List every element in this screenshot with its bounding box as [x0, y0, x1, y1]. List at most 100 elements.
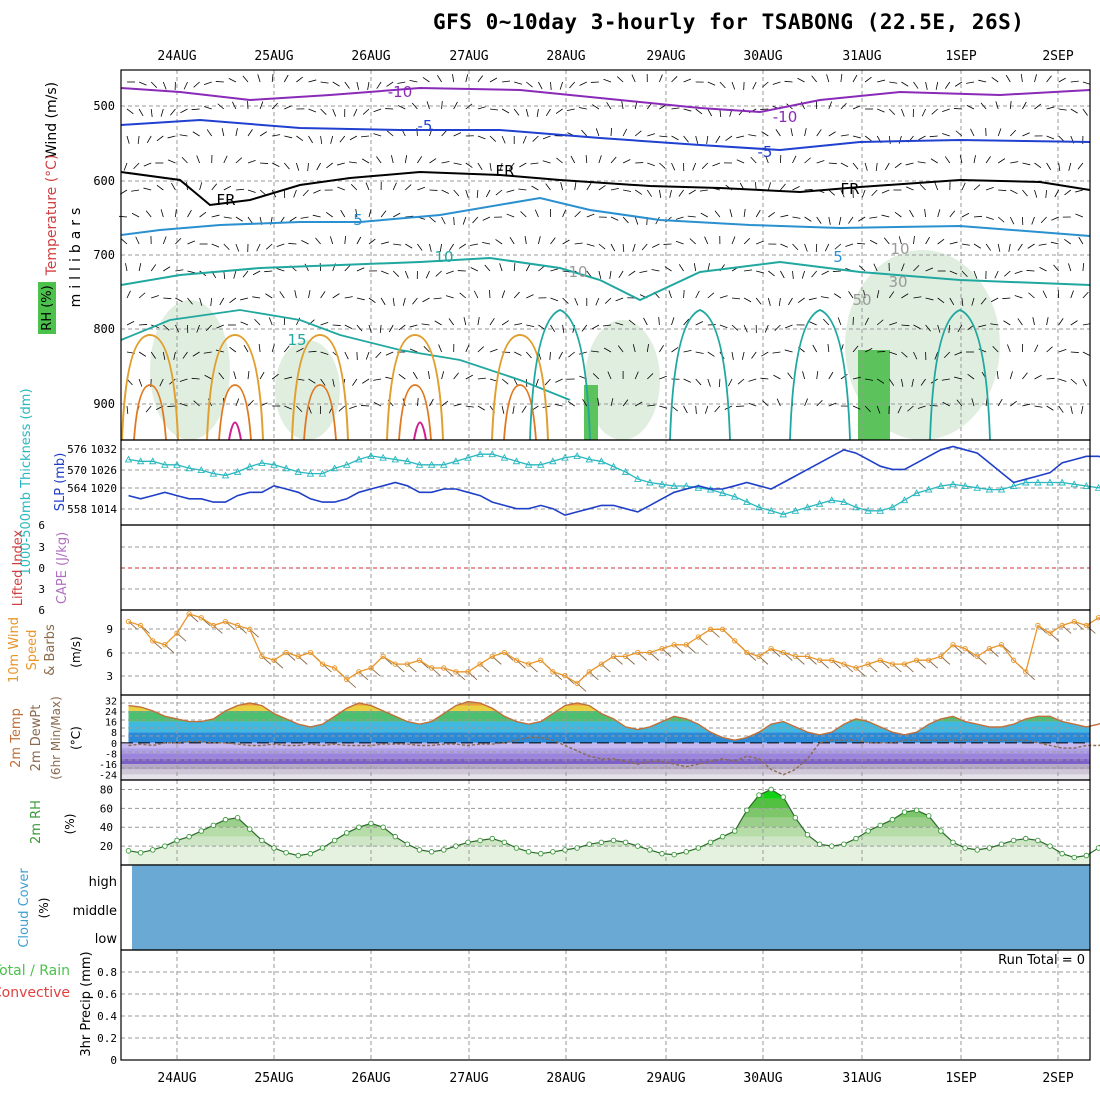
ylabel-2m-dewpt: 2m DewPt — [29, 705, 44, 772]
cool-contour — [529, 309, 591, 441]
thickness-marker — [342, 460, 351, 468]
wind-barb — [514, 81, 523, 85]
wind-barb — [569, 81, 576, 89]
wind-barb — [780, 243, 788, 248]
warm-band — [128, 721, 1090, 733]
wind-barb — [918, 135, 926, 141]
thickness-marker — [609, 462, 618, 470]
wind-barb — [538, 81, 543, 90]
wind-barb — [554, 403, 563, 407]
wind-barb — [392, 182, 397, 191]
cold-band — [121, 748, 1090, 754]
wind-barb — [837, 317, 842, 326]
wind-barb — [913, 351, 918, 360]
wind-barb — [610, 187, 619, 191]
wind-barb — [362, 108, 370, 115]
wind-barb — [907, 405, 914, 412]
wind-barb — [336, 162, 345, 166]
wind-barb — [1046, 346, 1053, 353]
rh2m-point — [695, 845, 702, 851]
wind-barb — [175, 209, 177, 218]
wind-barb — [731, 297, 740, 300]
wind-barb — [446, 270, 454, 275]
rh2m-point — [1010, 837, 1017, 844]
wind-barb — [388, 324, 394, 333]
wind-barb — [1046, 377, 1055, 380]
temp-tick: 24 — [105, 707, 117, 718]
wind-barb — [469, 243, 478, 246]
wind-barb — [126, 405, 129, 414]
wind-barb — [453, 403, 462, 407]
wind-barb — [997, 398, 1003, 407]
wind-barb — [595, 297, 600, 306]
wind-barb — [187, 270, 196, 274]
wind-barb — [715, 135, 721, 144]
wind-barb — [921, 108, 926, 117]
wind-barb — [429, 398, 434, 407]
wind-barb — [909, 209, 914, 218]
wind-barb — [1075, 189, 1084, 193]
wind-barb — [701, 162, 709, 169]
rh2m-point — [538, 850, 544, 857]
cool-contour — [669, 309, 731, 441]
wind-barb — [316, 162, 321, 171]
wind-barb — [183, 81, 188, 90]
wind-barb — [417, 398, 419, 407]
wind-barb — [180, 108, 188, 114]
wind-barb — [894, 211, 902, 218]
wind-barb — [651, 269, 660, 272]
rh2m-point — [756, 792, 762, 798]
wind-barb — [647, 404, 656, 407]
wind-barb — [775, 129, 781, 137]
wind-barb — [937, 297, 945, 304]
wind10m-point — [489, 653, 495, 660]
wind-barb — [901, 293, 909, 299]
wind-barb — [380, 297, 386, 306]
wind-barb — [453, 216, 455, 226]
wind-barb — [525, 108, 529, 117]
wind-barb — [961, 297, 964, 306]
date-label-top: 29AUG — [646, 49, 685, 64]
wind-barb — [621, 101, 624, 110]
wind-barb — [1046, 317, 1049, 326]
wind-barb — [271, 373, 279, 380]
wind-barb — [990, 297, 999, 303]
wind-barb — [417, 156, 423, 164]
thickness-marker — [549, 457, 557, 465]
wind-barb — [301, 240, 309, 245]
rh-shade — [150, 300, 230, 440]
thickness-marker — [270, 460, 278, 468]
wind10m-point — [865, 661, 871, 667]
wind-barb — [683, 108, 692, 112]
wind-barb — [828, 131, 836, 137]
wind-barb — [409, 79, 418, 83]
wind-barb — [957, 324, 963, 333]
wind-barb — [888, 135, 891, 144]
wind-barb — [628, 270, 636, 276]
wind10m-point — [150, 638, 156, 644]
wind-barb — [120, 238, 128, 245]
wind-barb — [313, 189, 321, 194]
wind-barb — [240, 321, 249, 326]
isotherm-10 — [120, 256, 1091, 302]
wind10m-point — [513, 657, 520, 663]
rh2m-point — [210, 822, 217, 829]
cloud-level-label: low — [95, 932, 118, 947]
wind10m-point — [707, 626, 714, 632]
wind-barb — [417, 186, 426, 191]
cool-contour — [789, 309, 851, 441]
wind-barb — [840, 162, 849, 168]
li-tick: 3 — [38, 583, 45, 596]
wind-barb — [1004, 270, 1011, 277]
wind-barb — [1051, 216, 1059, 221]
slp-tick: 1026 — [91, 464, 118, 477]
wind10m-point — [428, 665, 435, 671]
thickness-marker — [985, 485, 994, 493]
wind-barb — [944, 156, 951, 164]
panel-frame — [120, 439, 1091, 526]
wind-barb — [562, 297, 569, 304]
wind-barb — [356, 267, 365, 272]
wind-barb — [338, 405, 346, 412]
wind-barb — [163, 266, 171, 272]
